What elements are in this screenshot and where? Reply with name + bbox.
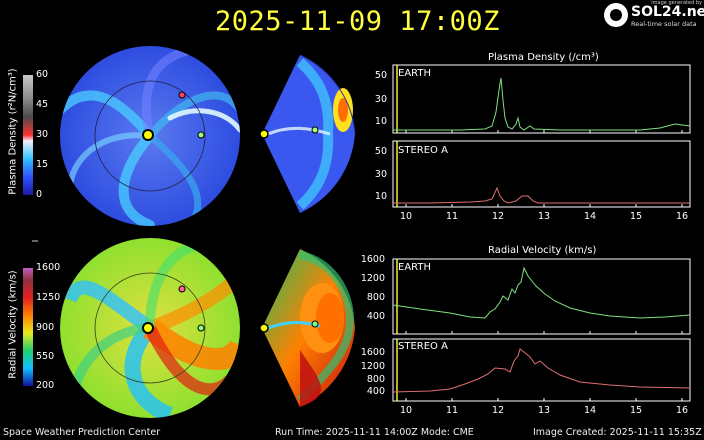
density-colorbar-tick: 30 [36,129,49,140]
x-tick: 14 [583,405,597,416]
y-tick: 1600 [360,254,385,265]
velocity-colorbar-tick: 1250 [36,292,61,303]
panel-label-earth: EARTH [398,262,432,273]
y-tick: 400 [366,386,385,397]
x-tick: 16 [675,405,689,416]
velocity-stereo-line [392,348,691,393]
density-colorbar-tick: 0 [36,189,43,200]
density-ecliptic-disk [60,46,240,226]
density-colorbar-tick: 60 [36,69,49,80]
footer-created: Image Created: 2025-11-11 15:35Z [533,427,702,438]
x-tick: 13 [537,211,551,222]
density-colorbar-tick: 15 [36,159,49,170]
y-tick: 400 [366,311,385,322]
y-tick: 50 [374,70,387,81]
density-meridional-wedge [259,54,356,213]
logo-name: SOL24.net [631,4,704,20]
y-tick: 1600 [360,347,385,358]
logo-mark-icon [604,3,628,27]
y-tick: 800 [366,374,385,385]
footer-center: Space Weather Prediction Center [3,427,161,438]
x-tick: 10 [399,211,413,222]
density-colorbar [23,75,33,195]
density-plot-title: Plasma Density (/cm³) [488,52,599,63]
footer-run-time: Run Time: 2025-11-11 14:00Z Mode: CME [275,427,474,438]
logo-generated-text: image generated by [651,0,702,6]
x-tick: 10 [399,405,413,416]
x-tick: 16 [675,211,689,222]
density-earth-line [393,77,691,131]
velocity-colorbar-tick: 900 [36,322,55,333]
y-tick: 800 [366,292,385,303]
density-stereo-plot [392,140,691,208]
velocity-colorbar-tick: 550 [36,351,55,362]
y-tick: 1200 [360,361,385,372]
x-tick: 15 [629,405,643,416]
velocity-ecliptic-disk [60,238,240,418]
velocity-stereo-plot [392,338,691,402]
velocity-colorbar-tick: 200 [36,380,55,391]
velocity-earth-plot [392,258,691,335]
panel-label-stereo: STEREO A [398,341,448,352]
velocity-colorbar-label: Radial Velocity (km/s) [7,270,19,379]
velocity-plot-title: Radial Velocity (km/s) [488,245,597,256]
logo-tagline: Real-time solar data [631,20,697,28]
density-colorbar-tick: 45 [36,99,49,110]
y-tick: 30 [374,169,387,180]
y-tick: 10 [374,191,387,202]
x-tick: 15 [629,211,643,222]
y-tick: 50 [374,146,387,157]
y-tick: 1200 [360,273,385,284]
y-tick: 30 [374,94,387,105]
x-tick: 11 [445,405,459,416]
x-tick: 12 [491,405,505,416]
density-colorbar-label: Plasma Density (r²N/cm³) [7,68,19,195]
panel-label-stereo: STEREO A [398,145,448,156]
velocity-colorbar [23,268,33,386]
velocity-meridional-wedge [259,249,355,407]
x-tick: 11 [445,211,459,222]
x-tick: 13 [537,405,551,416]
x-tick: 14 [583,211,597,222]
velocity-earth-line [392,266,691,319]
velocity-colorbar-tick: 1600 [36,262,61,273]
panel-label-earth: EARTH [398,68,432,79]
forecast-datetime: 2025-11-09 17:00Z [215,6,500,37]
x-tick: 12 [491,211,505,222]
y-tick: 10 [374,116,387,127]
sol24-logo: image generated by SOL24.net Real-time s… [604,0,704,32]
density-stereo-line [393,186,690,204]
density-earth-plot [392,64,691,134]
